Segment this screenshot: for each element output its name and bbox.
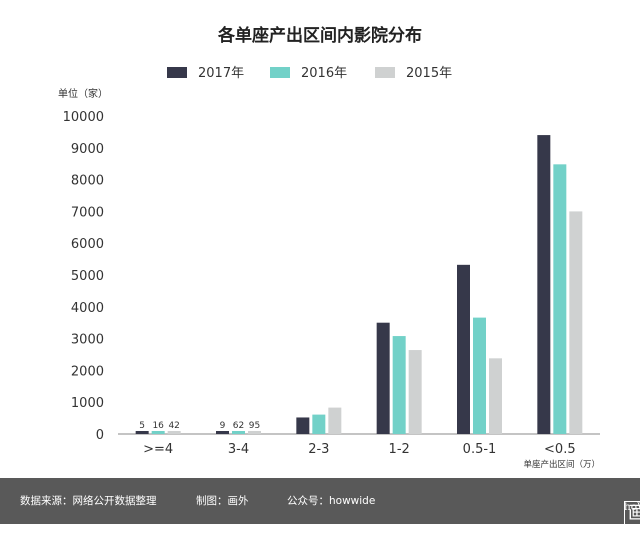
bar-5-0 xyxy=(537,135,551,434)
bar-5-2 xyxy=(569,211,583,434)
data-label-0-2: 42 xyxy=(168,421,179,431)
bar-5-1 xyxy=(553,164,567,434)
legend-label-0: 2017年 xyxy=(198,66,244,81)
x-tick-label-0: >=4 xyxy=(143,442,173,457)
bar-2-2 xyxy=(328,407,342,434)
footer-bar: 数据来源：网络公开数据整理 制图：画外 公众号：howwide 画外 hoWid… xyxy=(0,478,640,551)
bar-2-1 xyxy=(312,414,326,434)
bar-0-1 xyxy=(151,431,165,434)
data-source-text: 数据来源：网络公开数据整理 xyxy=(20,495,157,507)
y-tick-label-4: 4000 xyxy=(71,301,104,316)
bar-4-1 xyxy=(473,317,486,434)
bar-4-2 xyxy=(489,358,502,434)
data-label-0-0: 5 xyxy=(139,421,145,431)
bar-1-0 xyxy=(216,431,229,434)
y-tick-label-10: 10000 xyxy=(63,110,104,125)
bar-3-0 xyxy=(376,322,390,434)
y-tick-label-3: 3000 xyxy=(71,333,104,348)
bar-0-0 xyxy=(135,431,149,434)
y-tick-label-6: 6000 xyxy=(71,237,104,252)
bar-3-1 xyxy=(392,336,406,434)
x-tick-label-2: 2-3 xyxy=(308,442,329,457)
bar-0-2 xyxy=(167,431,181,434)
bar-2-0 xyxy=(296,417,310,434)
y-tick-label-2: 2000 xyxy=(71,364,104,379)
y-tick-label-7: 7000 xyxy=(71,205,104,220)
data-label-1-2: 95 xyxy=(249,421,260,431)
y-tick-label-0: 0 xyxy=(96,428,104,443)
x-tick-label-3: 1-2 xyxy=(389,442,410,457)
bar-1-1 xyxy=(232,431,245,434)
x-tick-label-1: 3-4 xyxy=(228,442,249,457)
legend-swatch-1 xyxy=(270,67,290,78)
chart-title: 各单座产出区间内影院分布 xyxy=(217,25,422,46)
x-tick-label-4: 0.5-1 xyxy=(463,442,497,457)
legend-swatch-0 xyxy=(167,67,187,78)
bar-3-2 xyxy=(408,350,422,434)
x-tick-label-5: <0.5 xyxy=(544,442,576,457)
y-tick-label-1: 1000 xyxy=(71,396,104,411)
data-label-1-1: 62 xyxy=(233,421,244,431)
y-axis-label: 单位（家） xyxy=(58,87,108,100)
legend-swatch-2 xyxy=(375,67,395,78)
y-tick-label-8: 8000 xyxy=(71,174,104,189)
data-label-1-0: 9 xyxy=(220,421,226,431)
legend-label-2: 2015年 xyxy=(406,66,452,81)
chart-maker-text: 制图：画外 xyxy=(196,495,249,507)
brand-text: hoWide xyxy=(624,501,640,513)
bar-1-2 xyxy=(248,430,261,434)
account-text: 公众号：howwide xyxy=(287,495,376,507)
x-axis-label: 单座产出区间（万） xyxy=(523,459,600,470)
legend-label-1: 2016年 xyxy=(301,66,347,81)
y-tick-label-9: 9000 xyxy=(71,142,104,157)
data-label-0-1: 16 xyxy=(152,421,164,431)
bar-4-0 xyxy=(457,264,470,434)
y-tick-label-5: 5000 xyxy=(71,269,104,284)
